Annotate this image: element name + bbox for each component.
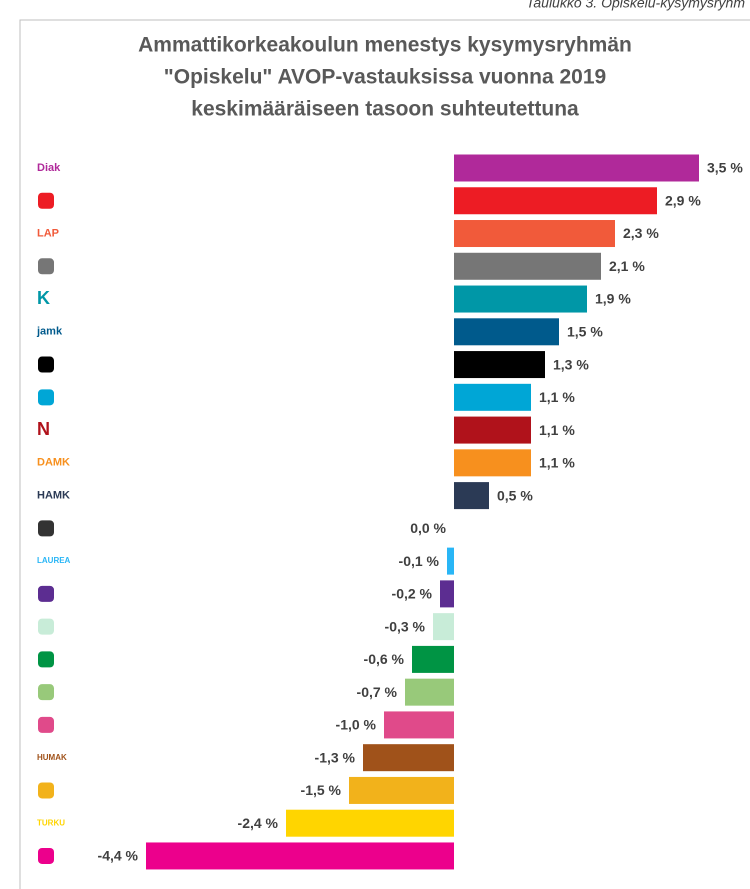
bar	[454, 449, 531, 477]
value-label: 2,1 %	[609, 258, 645, 274]
bar	[405, 678, 454, 706]
bar	[454, 482, 489, 510]
chart-title: keskimääräiseen tasoon suhteutettuna	[191, 98, 579, 121]
value-label: 1,1 %	[539, 455, 575, 471]
value-label: 1,3 %	[553, 356, 589, 372]
value-label: -0,1 %	[399, 553, 440, 569]
value-label: 1,5 %	[567, 324, 603, 340]
caption: Taulukko 3. Opiskelu-kysymysryhm	[526, 0, 745, 11]
bar	[412, 645, 454, 673]
category-logo	[38, 651, 54, 668]
category-logo: TURKU	[37, 818, 65, 827]
category-logo	[38, 192, 54, 209]
value-label: 2,9 %	[665, 192, 701, 208]
category-logo	[38, 585, 54, 602]
category-logo	[38, 847, 54, 864]
value-label: -0,6 %	[364, 651, 405, 667]
category-logo: LAUREA	[37, 556, 71, 565]
bar	[454, 351, 545, 379]
value-label: -1,3 %	[315, 749, 356, 765]
value-label: 1,9 %	[595, 291, 631, 307]
category-logo	[38, 520, 54, 537]
bar	[454, 154, 699, 182]
bar	[286, 809, 454, 837]
chart-title: Ammattikorkeakoulun menestys kysymysryhm…	[138, 34, 632, 57]
bar	[433, 613, 454, 641]
category-logo: Diak	[37, 162, 61, 174]
category-logo	[38, 716, 54, 733]
bar	[454, 187, 657, 215]
bar	[349, 776, 454, 804]
value-label: -2,4 %	[238, 815, 279, 831]
bar	[454, 252, 601, 280]
value-label: 0,0 %	[410, 520, 446, 536]
category-logo	[38, 684, 54, 701]
bar	[454, 416, 531, 444]
bar	[454, 383, 531, 411]
category-logo: HUMAK	[37, 753, 67, 762]
category-logo: N	[37, 419, 50, 439]
category-logo	[38, 389, 54, 406]
bar	[454, 220, 615, 248]
bar	[447, 547, 454, 575]
category-logo	[38, 258, 54, 275]
chart-title: "Opiskelu" AVOP-vastauksissa vuonna 2019	[164, 66, 606, 89]
category-logo: LAP	[37, 227, 59, 239]
value-label: 1,1 %	[539, 389, 575, 405]
category-logo	[38, 618, 54, 635]
value-label: -0,2 %	[392, 586, 433, 602]
category-logo	[38, 356, 54, 373]
bar	[454, 285, 587, 313]
value-label: -0,7 %	[357, 684, 398, 700]
value-label: -1,5 %	[301, 782, 342, 798]
category-logo: K	[37, 288, 50, 308]
chart-frame	[19, 19, 750, 889]
value-label: -4,4 %	[98, 848, 139, 864]
bar	[454, 318, 559, 346]
value-label: 3,5 %	[707, 160, 743, 176]
value-label: 2,3 %	[623, 225, 659, 241]
value-label: -0,3 %	[385, 618, 426, 634]
value-label: 1,1 %	[539, 422, 575, 438]
bar	[384, 711, 454, 739]
value-label: 0,5 %	[497, 487, 533, 503]
bar	[363, 744, 454, 772]
value-label: -1,0 %	[336, 717, 377, 733]
bar	[440, 580, 454, 608]
category-logo: HAMK	[37, 490, 70, 502]
category-logo	[38, 782, 54, 799]
category-logo: DAMK	[37, 457, 70, 469]
bar	[146, 842, 454, 870]
category-logo: jamk	[36, 326, 63, 338]
